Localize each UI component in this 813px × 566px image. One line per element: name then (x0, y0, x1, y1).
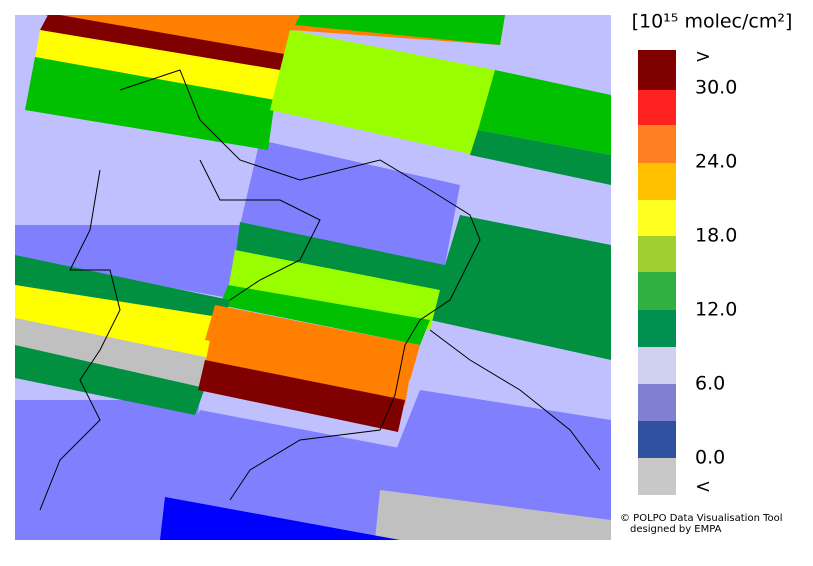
colorbar (638, 50, 676, 495)
legend-label: 0.0 (695, 447, 725, 469)
legend-label: 18.0 (695, 225, 737, 247)
map (15, 15, 611, 540)
legend-title: [10¹⁵ molec/cm²] (632, 11, 793, 33)
legend-label: > (695, 46, 711, 68)
legend-label: 30.0 (695, 77, 737, 99)
legend-label: < (695, 476, 711, 498)
legend-label: 12.0 (695, 299, 737, 321)
credit: © POLPO Data Visualisation Tool (620, 513, 783, 524)
legend-label: 6.0 (695, 373, 725, 395)
legend-label: 24.0 (695, 151, 737, 173)
credit: designed by EMPA (630, 524, 722, 535)
